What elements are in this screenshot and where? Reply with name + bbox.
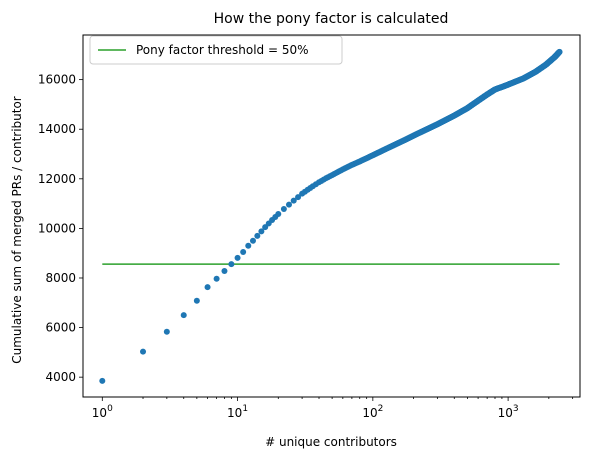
data-point — [556, 48, 563, 55]
chart-title: How the pony factor is calculated — [214, 11, 449, 27]
data-point — [295, 194, 302, 201]
data-point — [416, 129, 423, 136]
data-point — [475, 97, 482, 104]
data-point — [204, 284, 211, 291]
x-tick-label: 100 — [92, 404, 113, 420]
x-tick-label: 103 — [498, 404, 519, 420]
data-point — [451, 112, 458, 119]
data-point — [280, 206, 287, 213]
data-point — [339, 166, 346, 173]
y-tick-label: 12000 — [38, 172, 76, 186]
data-point — [228, 261, 235, 268]
data-point — [234, 254, 241, 261]
data-point — [356, 158, 363, 165]
data-point — [434, 121, 441, 128]
y-tick-label: 8000 — [45, 271, 76, 285]
data-point — [213, 275, 220, 282]
data-point — [99, 377, 106, 384]
y-tick-label: 14000 — [38, 122, 76, 136]
data-point — [249, 237, 256, 244]
plot-area — [99, 48, 563, 384]
x-tick-label: 101 — [227, 404, 248, 420]
y-axis-ticks: 4000 6000 8000 10000 12000 14000 16000 — [38, 73, 83, 384]
data-point — [254, 232, 261, 239]
data-point — [316, 179, 323, 186]
data-point — [329, 172, 336, 179]
data-point — [551, 54, 558, 61]
legend-threshold-label: Pony factor threshold = 50% — [136, 43, 309, 57]
data-point — [140, 348, 147, 355]
data-point — [401, 137, 408, 144]
data-point — [505, 81, 512, 88]
data-point — [163, 328, 170, 335]
data-point — [322, 175, 329, 182]
data-point — [245, 242, 252, 249]
legend-box — [89, 35, 343, 65]
y-tick-label: 6000 — [45, 321, 76, 335]
y-tick-label: 4000 — [45, 370, 76, 384]
data-point — [532, 68, 539, 75]
data-point — [193, 297, 200, 304]
x-tick-label: 102 — [362, 404, 383, 420]
y-tick-label: 10000 — [38, 221, 76, 235]
data-point — [285, 201, 292, 208]
x-axis-ticks: 100 101 102 103 — [92, 397, 574, 420]
data-point — [385, 144, 392, 151]
axes-frame — [82, 34, 581, 398]
data-point — [491, 86, 498, 93]
y-axis-label: Cumulative sum of merged PRs / contribut… — [10, 96, 24, 364]
data-point — [542, 61, 549, 68]
data-point — [299, 190, 306, 197]
data-point — [290, 197, 297, 204]
data-point — [309, 183, 316, 190]
data-point — [221, 268, 228, 275]
legend: Pony factor threshold = 50% — [89, 35, 343, 65]
data-point — [240, 248, 247, 255]
data-point — [275, 211, 282, 218]
data-point — [180, 312, 187, 319]
data-point — [369, 152, 376, 159]
data-point — [304, 186, 311, 193]
data-point — [484, 91, 491, 98]
data-point — [348, 161, 355, 168]
y-tick-label: 16000 — [38, 73, 76, 87]
x-axis-label: # unique contributors — [265, 435, 397, 449]
data-point — [520, 75, 527, 82]
data-point — [258, 228, 265, 235]
data-point — [464, 105, 471, 112]
data-point — [262, 224, 269, 231]
